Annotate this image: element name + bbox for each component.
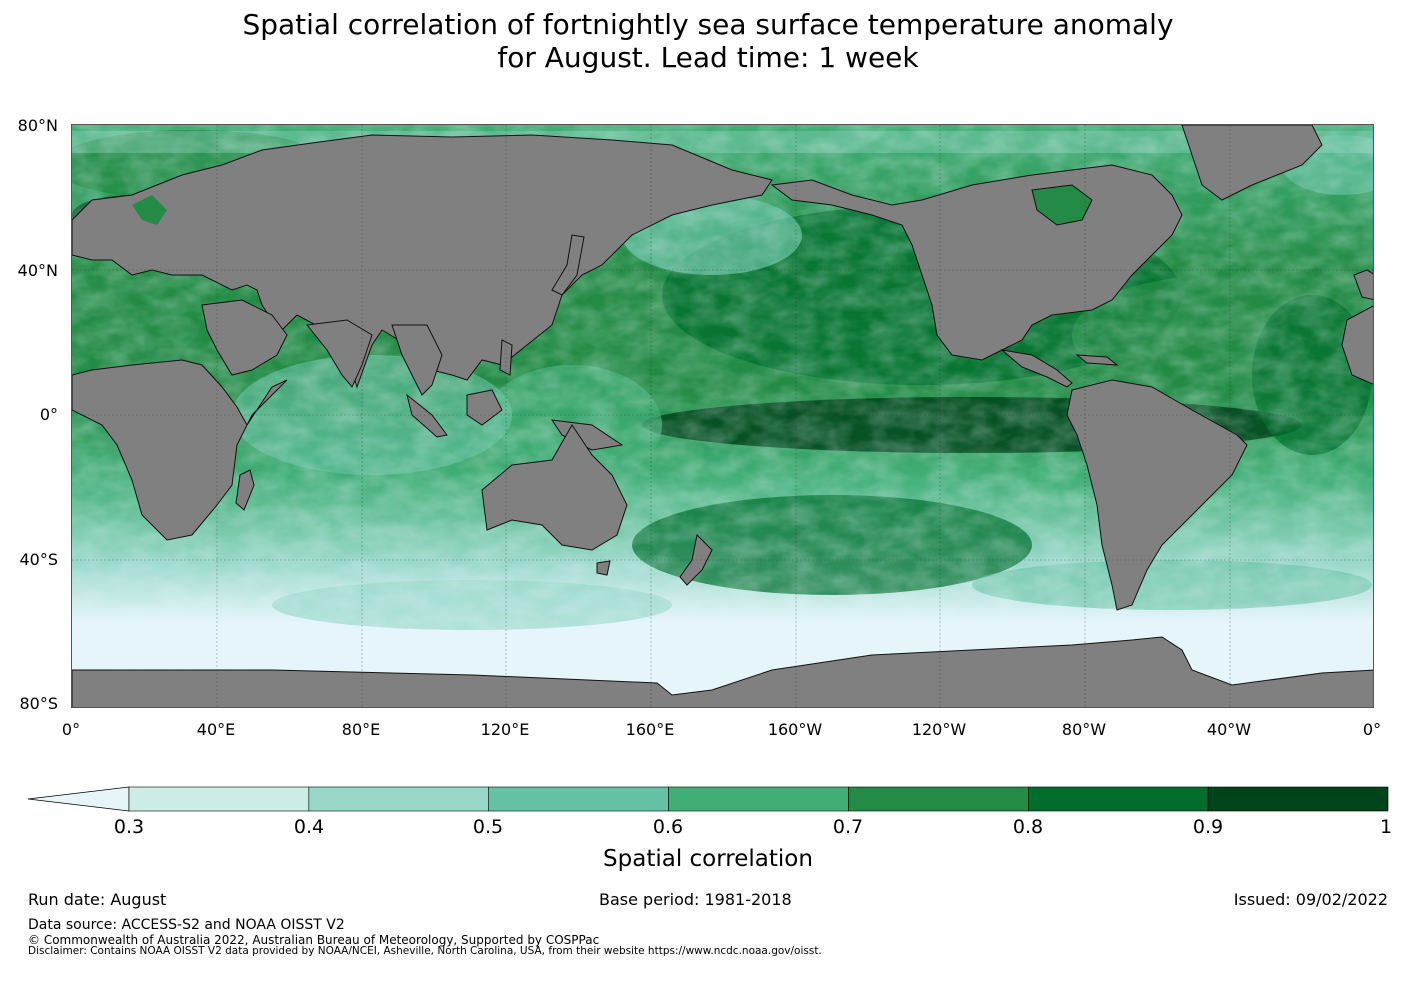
run-date: Run date: August <box>28 890 167 909</box>
colorbar-tick-3: 0.6 <box>652 816 684 838</box>
colorbar-segment-4 <box>848 786 1029 812</box>
landmasses <box>72 125 1373 707</box>
central-america-land <box>1000 349 1073 388</box>
colorbar-under-extend <box>27 786 130 812</box>
colorbar-segment-3 <box>668 786 849 812</box>
title-line-2: for August. Lead time: 1 week <box>497 41 919 74</box>
title-line-1: Spatial correlation of fortnightly sea s… <box>242 8 1174 41</box>
correlation-map <box>71 124 1374 708</box>
lon-label-120w: 120°W <box>911 720 967 739</box>
australia-land <box>481 424 628 551</box>
lon-label-80e: 80°E <box>341 720 381 739</box>
chart-title: Spatial correlation of fortnightly sea s… <box>0 8 1416 74</box>
colorbar-segment-6 <box>1207 786 1389 812</box>
japan-land <box>551 234 585 296</box>
colorbar-label: Spatial correlation <box>603 846 813 872</box>
lon-label-0-left: 0° <box>61 720 81 739</box>
lat-label-40n: 40°N <box>17 261 58 280</box>
borneo-land <box>466 389 503 426</box>
gridlines <box>72 125 1373 707</box>
cuba-land <box>1075 354 1119 366</box>
copyright: © Commonwealth of Australia 2022, Austra… <box>28 933 600 947</box>
indochina-land <box>391 324 443 396</box>
map-canvas <box>72 125 1373 707</box>
africa-land <box>72 359 288 541</box>
lon-label-0-right: 0° <box>1362 720 1382 739</box>
disclaimer: Disclaimer: Contains NOAA OISST V2 data … <box>28 945 822 957</box>
madagascar-land <box>235 469 255 511</box>
lat-label-80s: 80°S <box>19 694 58 713</box>
lat-label-0: 0° <box>39 405 58 424</box>
colorbar-tick-7: 1 <box>1379 816 1393 838</box>
data-source: Data source: ACCESS-S2 and NOAA OISST V2 <box>28 917 345 933</box>
india-land <box>306 319 373 388</box>
issued-date: Issued: 09/02/2022 <box>1233 890 1388 909</box>
uk-land <box>1353 269 1373 301</box>
south-america-land <box>1066 379 1248 611</box>
colorbar-tick-0: 0.3 <box>113 816 145 838</box>
lon-label-120e: 120°E <box>480 720 530 739</box>
arabia-land <box>201 299 288 376</box>
lat-label-80n: 80°N <box>17 116 58 135</box>
colorbar-segment-2 <box>488 786 669 812</box>
lon-label-160e: 160°E <box>625 720 675 739</box>
antarctica-land <box>72 636 1373 707</box>
sumatra-land <box>406 393 448 438</box>
eurasia-land <box>72 134 773 389</box>
colorbar-tick-5: 0.8 <box>1012 816 1044 838</box>
hudson-bay <box>1031 184 1093 226</box>
colorbar-tick-1: 0.4 <box>293 816 325 838</box>
colorbar-segment-1 <box>308 786 490 812</box>
lon-label-160w: 160°W <box>767 720 823 739</box>
greenland-land <box>1181 125 1323 201</box>
eu-west-land <box>1341 305 1373 385</box>
colorbar-tick-6: 0.9 <box>1192 816 1224 838</box>
lon-label-40w: 40°W <box>1206 720 1252 739</box>
lon-label-40e: 40°E <box>196 720 236 739</box>
colorbar-tick-2: 0.5 <box>472 816 504 838</box>
colorbar-tick-4: 0.7 <box>832 816 864 838</box>
lat-label-40s: 40°S <box>19 550 58 569</box>
new-guinea-land <box>550 419 624 451</box>
colorbar-segment-0 <box>128 786 310 812</box>
tasmania-land <box>596 560 611 576</box>
lon-label-80w: 80°W <box>1061 720 1107 739</box>
baltic-sea <box>132 195 167 225</box>
base-period: Base period: 1981-2018 <box>599 890 792 909</box>
colorbar-segment-5 <box>1027 786 1209 812</box>
